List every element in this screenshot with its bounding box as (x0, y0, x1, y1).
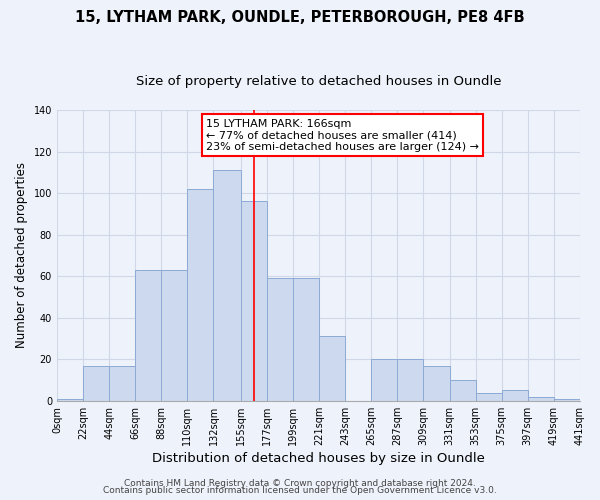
Bar (449, 380, 476, 401)
Bar (502, 390, 528, 401)
Y-axis label: Number of detached properties: Number of detached properties (15, 162, 28, 348)
Bar (371, 360, 397, 401)
Bar (424, 366, 449, 401)
Bar (109, 366, 135, 401)
Bar (319, 336, 345, 401)
Bar (187, 189, 214, 401)
Bar (554, 398, 580, 401)
Bar (135, 270, 161, 401)
Bar (83, 366, 109, 401)
Text: 15, LYTHAM PARK, OUNDLE, PETERBOROUGH, PE8 4FB: 15, LYTHAM PARK, OUNDLE, PETERBOROUGH, P… (75, 10, 525, 25)
Text: 15 LYTHAM PARK: 166sqm
← 77% of detached houses are smaller (414)
23% of semi-de: 15 LYTHAM PARK: 166sqm ← 77% of detached… (206, 118, 479, 152)
Bar (267, 278, 293, 401)
Text: Contains public sector information licensed under the Open Government Licence v3: Contains public sector information licen… (103, 486, 497, 495)
Bar (476, 392, 502, 401)
Text: Contains HM Land Registry data © Crown copyright and database right 2024.: Contains HM Land Registry data © Crown c… (124, 478, 476, 488)
Bar (57, 398, 83, 401)
X-axis label: Distribution of detached houses by size in Oundle: Distribution of detached houses by size … (152, 452, 485, 465)
Title: Size of property relative to detached houses in Oundle: Size of property relative to detached ho… (136, 75, 501, 88)
Bar (293, 278, 319, 401)
Bar (161, 270, 187, 401)
Bar (241, 202, 267, 401)
Bar (528, 396, 554, 401)
Bar (214, 170, 241, 401)
Bar (397, 360, 424, 401)
